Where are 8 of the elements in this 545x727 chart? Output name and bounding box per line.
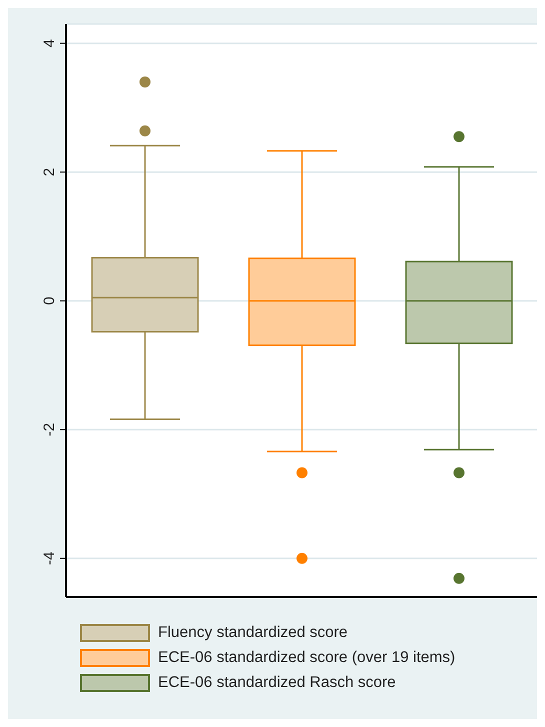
legend-label: ECE-06 standardized Rasch score <box>158 674 396 692</box>
legend-label: ECE-06 standardized score (over 19 items) <box>158 648 456 666</box>
y-tick-label: -2 <box>41 422 58 436</box>
y-tick-label: -4 <box>41 552 58 566</box>
legend-label: Fluency standardized score <box>158 624 348 642</box>
y-tick-label: 2 <box>41 168 58 176</box>
y-tick-label: 4 <box>41 39 58 48</box>
y-tick-label: 0 <box>41 296 58 306</box>
